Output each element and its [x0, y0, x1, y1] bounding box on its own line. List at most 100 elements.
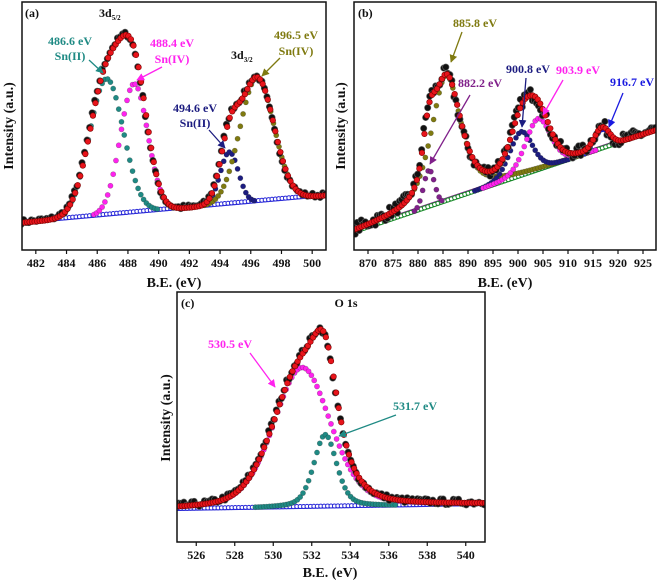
component-marker-496-5-eV [237, 123, 244, 130]
x-tick-label: 870 [359, 256, 377, 270]
component-marker-530-5-eV [322, 405, 329, 412]
component-marker-530-5-eV [319, 397, 326, 404]
x-tick-label: 488 [119, 256, 137, 270]
fit-curve-point [547, 125, 554, 132]
component-marker-531-7-eV [392, 502, 399, 508]
fit-curve-point [211, 182, 218, 189]
component-marker-496-5-eV [218, 188, 224, 195]
peak-label-488-4: 488.4 eV [150, 36, 194, 50]
fit-curve-point [241, 91, 249, 98]
fit-curve-point [132, 51, 140, 59]
component-marker-488-4-eV [96, 207, 103, 214]
x-tick-label: 530 [264, 548, 282, 562]
component-marker-494-6-eV [242, 189, 249, 196]
x-tick-label: 498 [272, 256, 290, 270]
fit-curve-point [208, 190, 216, 197]
component-marker-903-9-eV [507, 169, 514, 176]
component-marker-488-4-eV [107, 182, 114, 189]
fit-curve-point [338, 419, 345, 426]
fit-curve-point [105, 54, 112, 61]
fit-curve-point [150, 158, 157, 166]
fit-curve-point [127, 36, 135, 43]
component-marker-900-8-eV [499, 166, 506, 173]
component-marker-531-7-eV [336, 469, 343, 476]
peak-label-885-8: 885.8 eV [453, 16, 497, 30]
component-marker-494-6-eV [251, 197, 258, 204]
component-marker-496-5-eV [231, 147, 238, 154]
x-tick-label: 532 [303, 548, 321, 562]
x-tick-label: 890 [459, 256, 477, 270]
component-marker-531-7-eV [297, 494, 304, 500]
panel-a: 482 484 486 488 490 492 494 496 498 500 (a) 3d5/2… [2, 1, 327, 291]
fit-curve-point [459, 123, 466, 130]
x-tick-label: 484 [58, 256, 76, 270]
component-marker-496-5-eV [220, 183, 227, 190]
peak-label-494-6: 494.6 eV [173, 101, 217, 115]
panel-c: 526 528 530 532 534 536 538 540 (c) O 1s 530.5 … [159, 291, 486, 581]
fit-curve-point [130, 42, 137, 49]
fit-curve-point [411, 184, 418, 191]
fit-curve-point [511, 120, 519, 127]
fit-curve-point [274, 138, 281, 146]
component-marker-882-2-eV [436, 194, 443, 200]
arrow-885-8 [449, 31, 463, 63]
component-marker-486-6-eV [126, 157, 133, 164]
panel-b-label: (b) [358, 6, 373, 20]
x-tick-label: 494 [211, 256, 229, 270]
peak-label-496-5: 496.5 eV [274, 28, 318, 42]
fit-curve-point [256, 456, 263, 463]
component-marker-882-2-eV [411, 208, 418, 215]
component-marker-882-2-eV [433, 186, 440, 193]
fit-curve-point [82, 150, 89, 158]
fit-curve-point [148, 144, 155, 152]
fit-curve-point [145, 128, 152, 136]
panel-c-plot-area [177, 324, 485, 511]
component-marker-486-6-eV [118, 118, 125, 125]
component-marker-903-9-eV [510, 166, 517, 173]
panel-a-plot-area [22, 28, 326, 228]
experimental-data-point [420, 124, 428, 132]
x-tick-label: 526 [187, 548, 205, 562]
component-marker-530-5-eV [339, 449, 346, 456]
fit-curve-point [264, 96, 271, 103]
x-tick-label: 492 [180, 256, 198, 270]
x-tick-label: 490 [150, 256, 168, 270]
species-label-sn-ii-2: Sn(II) [180, 116, 211, 130]
component-marker-882-2-eV [416, 198, 423, 204]
panel-b-x-ticks: 870 875 880 885 890 895 900 905 910 915 920 925 [359, 250, 652, 270]
fit-curve-point [449, 81, 456, 88]
fit-curve-point [418, 149, 426, 156]
peak-label-486-6: 486.6 eV [48, 34, 92, 48]
component-marker-531-7-eV [344, 489, 351, 496]
component-marker-882-2-eV [422, 175, 429, 182]
fit-curve-point [501, 150, 509, 157]
arrow-486-6 [88, 59, 104, 74]
component-marker-531-7-eV [325, 434, 332, 441]
fit-curve-point [320, 328, 327, 335]
fit-curve-point [343, 442, 350, 449]
fit-curve-point [333, 389, 340, 396]
x-tick-label: 496 [242, 256, 260, 270]
component-marker-486-6-eV [121, 132, 128, 138]
fit-curve-point [267, 106, 274, 113]
fit-curve-point [514, 112, 521, 119]
arrow-903-9 [542, 79, 564, 116]
component-marker-496-5-eV [234, 135, 241, 142]
fit-curve-point [279, 158, 287, 165]
fit-curve-point [544, 118, 551, 126]
component-marker-496-5-eV [215, 193, 222, 199]
fit-curve-point [258, 450, 265, 457]
fit-curve-point [268, 423, 276, 430]
component-marker-530-5-eV [333, 436, 340, 442]
x-tick-label: 500 [303, 256, 321, 270]
panel-c-title: O 1s [334, 296, 357, 310]
x-tick-label: 538 [418, 548, 436, 562]
x-tick-label: 880 [409, 256, 427, 270]
fit-curve-point [345, 451, 353, 458]
component-marker-530-5-eV [316, 390, 323, 397]
fit-curve-point [286, 373, 294, 381]
fit-curve-point [253, 461, 260, 468]
fit-curve-point [421, 130, 428, 138]
region-label-3d5-2: 3d5/2 [99, 6, 121, 22]
